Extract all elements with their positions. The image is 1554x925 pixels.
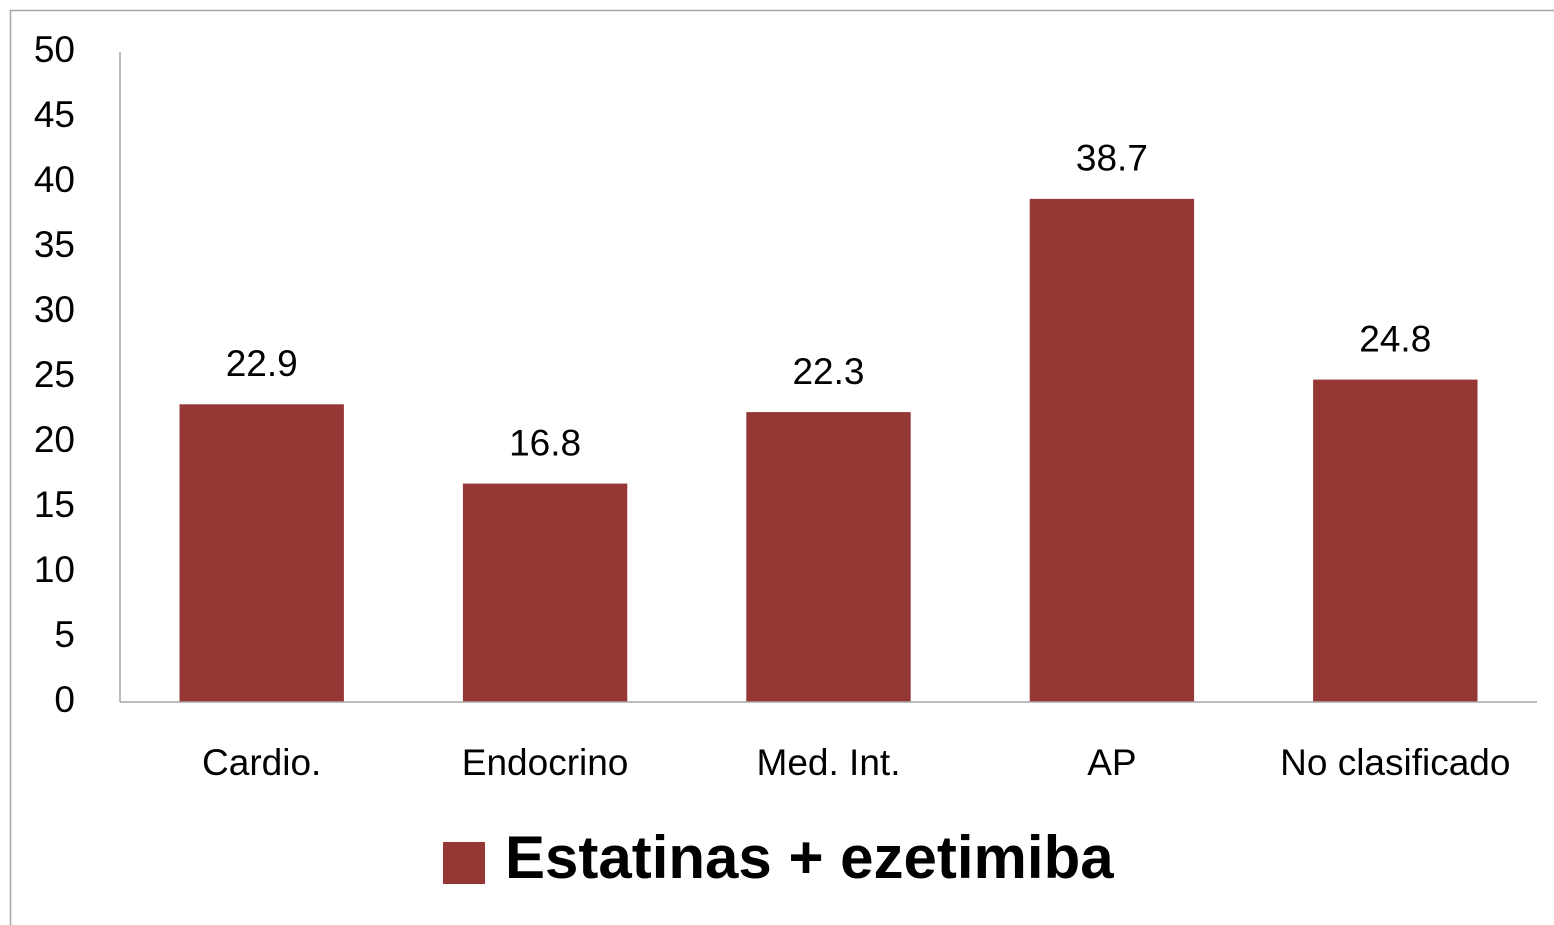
y-tick-label: 40 xyxy=(34,159,75,200)
bar xyxy=(1029,198,1195,702)
data-label: 24.8 xyxy=(1359,318,1431,359)
y-tick-label: 30 xyxy=(34,289,75,330)
y-tick-label: 15 xyxy=(34,484,75,525)
y-tick-label: 35 xyxy=(34,224,75,265)
legend-swatch xyxy=(443,842,485,884)
y-tick-label: 0 xyxy=(54,679,75,720)
x-tick-label: No clasificado xyxy=(1280,742,1510,783)
y-tick-label: 25 xyxy=(34,354,75,395)
y-tick-label: 5 xyxy=(54,614,75,655)
y-tick-label: 50 xyxy=(34,29,75,70)
y-tick-label: 20 xyxy=(34,419,75,460)
legend-label: Estatinas + ezetimiba xyxy=(505,824,1114,891)
bar xyxy=(179,404,344,702)
x-tick-label: Endocrino xyxy=(462,742,629,783)
data-label: 22.3 xyxy=(792,351,864,392)
bar xyxy=(462,483,628,702)
x-tick-label: AP xyxy=(1087,742,1136,783)
bar xyxy=(746,412,911,702)
data-label: 16.8 xyxy=(509,422,581,463)
x-tick-label: Med. Int. xyxy=(757,742,901,783)
data-label: 22.9 xyxy=(226,343,298,384)
x-tick-label: Cardio. xyxy=(202,742,321,783)
bar xyxy=(1313,379,1478,702)
y-tick-label: 45 xyxy=(34,94,75,135)
y-tick-label: 10 xyxy=(34,549,75,590)
data-label: 38.7 xyxy=(1076,138,1148,179)
